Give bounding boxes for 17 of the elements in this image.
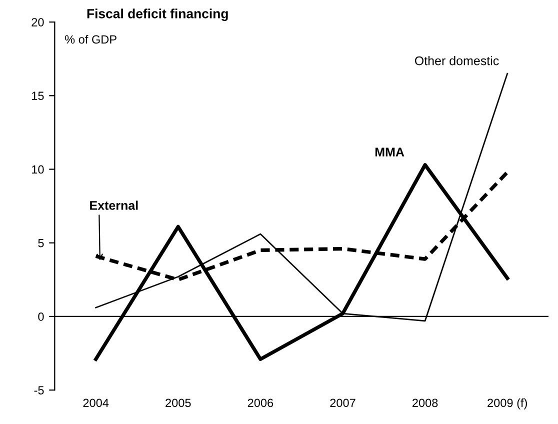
- series-label: MMA: [375, 148, 404, 156]
- text: % of GDP: [64, 34, 116, 44]
- x-tick-label: 2008: [412, 398, 438, 408]
- y-tick-label: 20: [32, 18, 44, 26]
- text: External: [90, 200, 138, 210]
- x-tick-label: 2005: [166, 398, 191, 408]
- x-tick-label: 2009 (f): [488, 398, 527, 410]
- y-tick-label: 0: [38, 312, 44, 321]
- x-tick-label: 2004: [83, 398, 109, 408]
- y-tick-label: 5: [38, 239, 44, 248]
- y-tick-label: -5: [34, 386, 44, 394]
- series-label: Other domestic: [414, 56, 499, 66]
- chart-title: Fiscal deficit financing: [87, 8, 228, 22]
- y-tick-label: 15: [32, 92, 44, 100]
- x-tick-label: 2007: [330, 398, 356, 408]
- x-tick-label: 2006: [248, 398, 274, 408]
- y-tick-label: 10: [32, 165, 44, 174]
